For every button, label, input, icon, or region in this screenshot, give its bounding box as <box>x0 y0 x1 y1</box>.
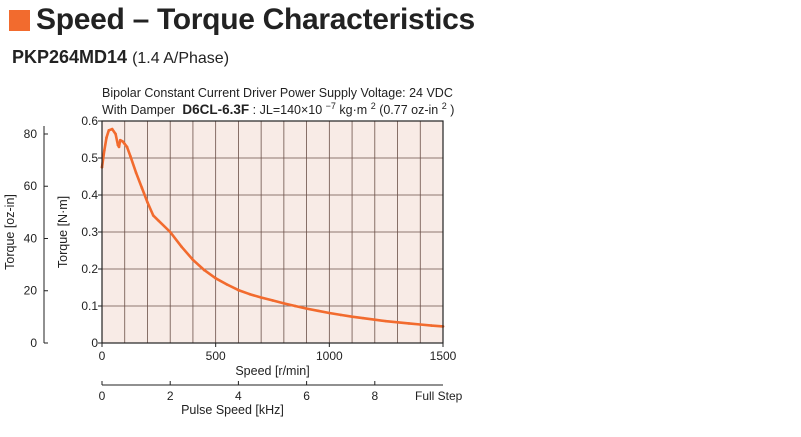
torque-data-point <box>191 258 195 262</box>
torque-data-point <box>373 318 377 322</box>
torque-data-point <box>305 307 308 310</box>
torque-data-point <box>225 283 229 286</box>
khz-axis-label: Pulse Speed [kHz] <box>181 403 284 417</box>
torque-data-point <box>237 288 240 292</box>
torque-data-point <box>430 324 433 327</box>
oz-tick-label: 60 <box>24 179 38 193</box>
driver-note: Bipolar Constant Current Driver Power Su… <box>102 86 453 100</box>
torque-data-point <box>384 319 388 323</box>
torque-data-point <box>214 277 217 280</box>
full-step-label: Full Step <box>415 389 463 403</box>
torque-data-point <box>134 171 138 175</box>
oz-tick-label: 40 <box>24 231 38 245</box>
torque-data-point <box>146 201 149 204</box>
inertia-oz-exponent: 2 <box>442 101 447 111</box>
torque-data-point <box>157 219 161 223</box>
model-line: PKP264MD14 (1.4 A/Phase) <box>12 47 229 68</box>
torque-data-point <box>328 311 331 315</box>
title-block: Speed – Torque Characteristics <box>9 2 475 38</box>
torque-data-point <box>282 302 286 305</box>
torque-data-point <box>123 142 126 146</box>
model-name: PKP264MD14 <box>12 47 128 67</box>
y-tick-label: 0.6 <box>81 114 98 128</box>
torque-data-point <box>151 214 155 217</box>
torque-data-point <box>350 315 354 319</box>
y-tick-label: 0.1 <box>81 299 98 313</box>
torque-data-point <box>316 309 320 313</box>
x-tick-label: 1500 <box>430 349 457 363</box>
x-tick-label: 1000 <box>316 349 343 363</box>
torque-data-point <box>259 296 263 299</box>
inertia-units-exponent: 2 <box>371 101 376 111</box>
inertia-oz: (0.77 oz-in <box>379 103 438 117</box>
torque-data-point <box>339 313 343 317</box>
oz-tick-label: 0 <box>30 336 37 350</box>
khz-tick-label: 2 <box>167 389 174 403</box>
inertia-units: kg·m <box>339 103 367 117</box>
torque-data-point <box>407 322 411 325</box>
torque-data-point <box>362 316 365 320</box>
y-tick-label: 0 <box>91 336 98 350</box>
y-tick-label: 0.5 <box>81 151 98 165</box>
torque-data-point <box>271 299 274 302</box>
y-tick-label: 0.2 <box>81 262 98 276</box>
khz-tick-label: 8 <box>371 389 378 403</box>
damper-note-prefix: With Damper <box>102 103 175 117</box>
x-tick-label: 500 <box>206 349 226 363</box>
x-axis-label: Speed [r/min] <box>235 364 309 378</box>
orange-square-icon <box>9 9 30 31</box>
torque-data-point <box>419 323 422 326</box>
torque-data-point <box>107 129 111 132</box>
inertia-exponent: −7 <box>326 101 336 111</box>
damper-model: D6CL-6.3F <box>182 102 249 117</box>
inertia-close: ) <box>450 103 454 117</box>
torque-data-point <box>140 186 144 189</box>
oz-axis-label: Torque [oz-in] <box>3 194 17 270</box>
khz-tick-label: 4 <box>235 389 242 403</box>
oz-tick-label: 80 <box>24 127 38 141</box>
torque-data-point <box>118 138 122 142</box>
torque-data-point <box>125 145 129 149</box>
page-title: Speed – Torque Characteristics <box>36 3 475 36</box>
torque-data-point <box>117 145 121 149</box>
torque-data-point <box>121 140 124 143</box>
torque-data-point <box>105 136 108 139</box>
oz-tick-label: 20 <box>24 284 38 298</box>
model-spec: (1.4 A/Phase) <box>132 50 230 67</box>
torque-data-point <box>129 154 132 158</box>
khz-tick-label: 0 <box>99 389 106 403</box>
inertia-value: : JL=140×10 <box>253 103 323 117</box>
x-tick-label: 0 <box>99 349 106 363</box>
torque-data-point <box>114 132 117 136</box>
torque-data-point <box>203 268 206 272</box>
y-tick-label: 0.4 <box>81 188 98 202</box>
data-layer <box>100 127 445 328</box>
torque-data-point <box>248 292 252 296</box>
torque-data-point <box>180 245 183 249</box>
torque-data-point <box>396 321 399 324</box>
y-tick-label: 0.3 <box>81 225 98 239</box>
torque-data-point <box>168 230 172 234</box>
khz-tick-label: 6 <box>303 389 310 403</box>
torque-data-point <box>293 304 297 308</box>
axes: 0 0.1 0.2 0.3 0.4 0.5 0.6 0 500 1000 1500 Speed [r/… <box>3 114 463 417</box>
torque-data-point <box>116 143 120 147</box>
torque-data-point <box>103 149 106 152</box>
torque-data-point <box>110 127 114 131</box>
damper-note: With Damper D6CL-6.3F : JL=140×10 −7 kg·… <box>102 98 454 117</box>
y-axis-label: Torque [N·m] <box>56 196 70 268</box>
